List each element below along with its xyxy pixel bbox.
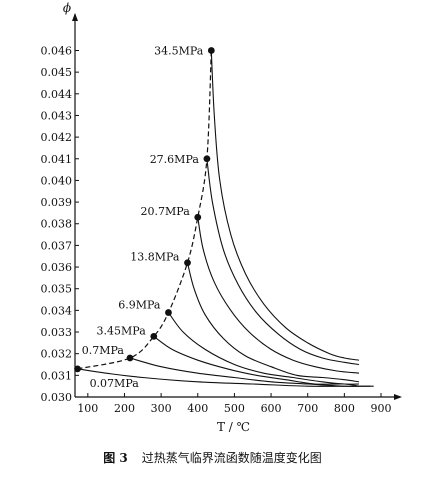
x-tick-label: 100: [77, 402, 98, 415]
series-label-13.8MPa: 13.8MPa: [130, 251, 180, 264]
critical-point: [203, 155, 211, 163]
series-line-0.07MPa: [77, 368, 374, 387]
series-line-3.45MPa: [153, 335, 360, 387]
series-label-27.6MPa: 27.6MPa: [150, 153, 200, 166]
series-label-34.5MPa: 34.5MPa: [154, 44, 204, 57]
x-tick-label: 300: [151, 402, 172, 415]
y-axis-arrow: [72, 13, 78, 21]
critical-point: [207, 47, 215, 54]
critical-point: [150, 332, 158, 340]
y-tick-label: 0.039: [41, 196, 73, 209]
series-label-20.7MPa: 20.7MPa: [141, 205, 191, 218]
y-tick-label: 0.045: [41, 66, 73, 79]
y-tick-label: 0.035: [41, 283, 73, 296]
y-tick-label: 0.043: [41, 109, 73, 122]
critical-point: [194, 213, 202, 221]
x-tick-label: 800: [334, 402, 355, 415]
x-tick-label: 900: [371, 402, 392, 415]
series-label-3.45MPa: 3.45MPa: [97, 324, 147, 337]
x-tick-label: 200: [114, 402, 135, 415]
x-tick-label: 600: [261, 402, 282, 415]
x-tick-label: 700: [297, 402, 318, 415]
y-tick-label: 0.040: [41, 174, 73, 187]
figure-caption-text: 过热蒸气临界流函数随温度变化图: [141, 451, 322, 465]
y-tick-label: 0.042: [41, 131, 73, 144]
series-line-13.8MPa: [186, 262, 360, 383]
series-label-0.7MPa: 0.7MPa: [82, 344, 125, 357]
y-axis-label: ϕ: [63, 1, 71, 15]
x-axis-label: T / ℃: [217, 420, 250, 434]
y-tick-label: 0.033: [41, 326, 73, 339]
y-tick-label: 0.034: [41, 304, 73, 317]
y-tick-label: 0.032: [41, 348, 73, 361]
y-tick-label: 0.041: [41, 153, 73, 166]
series-label-6.9MPa: 6.9MPa: [118, 299, 161, 312]
y-tick-label: 0.036: [41, 261, 73, 274]
figure-label: 图 3: [103, 451, 128, 465]
critical-point: [184, 259, 191, 267]
y-tick-label: 0.044: [41, 88, 73, 101]
y-tick-label: 0.031: [41, 369, 73, 382]
chart: 0.030 0.031 0.032 0.033 0.034 0.035 0.036 0.037…: [41, 1, 402, 434]
y-tick-label: 0.046: [41, 44, 73, 57]
critical-point: [74, 365, 81, 373]
series-line-34.5MPa: [210, 50, 360, 361]
series-line-20.7MPa: [197, 217, 360, 374]
series-label-0.07MPa: 0.07MPa: [90, 377, 140, 390]
critical-point: [165, 309, 172, 316]
y-tick-label: 0.030: [41, 391, 73, 404]
x-axis-arrow: [394, 394, 402, 400]
figure-caption: 图 3 过热蒸气临界流函数随温度变化图: [0, 449, 425, 469]
y-tick-label: 0.037: [41, 239, 73, 252]
critical-point: [126, 354, 134, 362]
series-line-27.6MPa: [206, 158, 360, 366]
x-tick-label: 500: [224, 402, 245, 415]
x-tick-label: 400: [187, 402, 208, 415]
y-tick-label: 0.038: [41, 218, 73, 231]
series-line-0.7MPa: [129, 357, 371, 387]
